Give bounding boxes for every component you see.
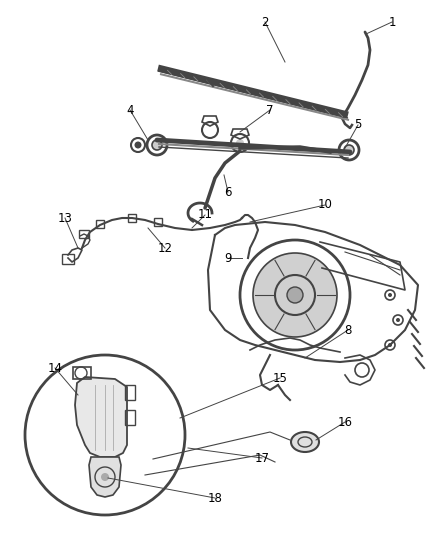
Text: 18: 18: [208, 491, 223, 505]
Bar: [128, 214, 136, 222]
Text: 10: 10: [318, 198, 332, 212]
Text: 2: 2: [261, 15, 269, 28]
Ellipse shape: [291, 432, 319, 452]
Circle shape: [101, 473, 109, 481]
Circle shape: [287, 287, 303, 303]
Bar: [125, 385, 135, 400]
Text: 7: 7: [266, 103, 274, 117]
Text: 13: 13: [57, 212, 72, 224]
Bar: [96, 220, 104, 228]
Circle shape: [396, 318, 400, 322]
Text: 15: 15: [272, 372, 287, 384]
Text: 1: 1: [388, 15, 396, 28]
Circle shape: [388, 343, 392, 347]
Circle shape: [236, 139, 244, 147]
Polygon shape: [75, 377, 127, 457]
Text: 11: 11: [198, 208, 212, 222]
Circle shape: [253, 253, 337, 337]
Circle shape: [134, 141, 141, 149]
Text: 9: 9: [224, 252, 232, 264]
Bar: [79, 230, 89, 238]
Bar: [73, 367, 91, 379]
Bar: [154, 218, 162, 226]
Circle shape: [344, 145, 354, 155]
Text: 12: 12: [158, 241, 173, 254]
Polygon shape: [89, 457, 121, 497]
Text: 16: 16: [338, 416, 353, 429]
Circle shape: [152, 140, 162, 150]
Text: 6: 6: [224, 185, 232, 198]
Text: 4: 4: [126, 103, 134, 117]
Text: 8: 8: [344, 324, 352, 336]
Text: 5: 5: [354, 118, 362, 132]
Text: 14: 14: [47, 361, 63, 375]
Bar: [125, 410, 135, 425]
Circle shape: [388, 293, 392, 297]
Text: 17: 17: [254, 451, 269, 464]
Bar: [62, 254, 74, 264]
